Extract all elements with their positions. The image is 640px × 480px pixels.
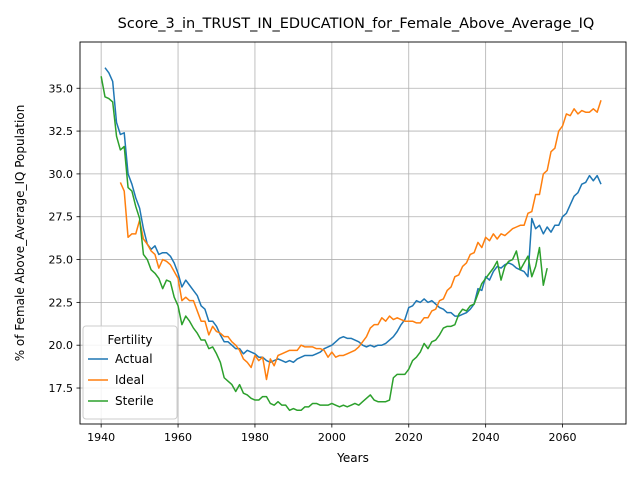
chart-title: Score_3_in_TRUST_IN_EDUCATION_for_Female… <box>118 16 595 32</box>
y-tick-label: 32.5 <box>49 125 74 138</box>
series-lines <box>100 67 602 412</box>
x-tick-label: 2000 <box>318 431 346 444</box>
y-tick-label: 17.5 <box>49 382 74 395</box>
y-tick-label: 27.5 <box>49 211 74 224</box>
x-tick-label: 2060 <box>549 431 577 444</box>
legend-label-actual: Actual <box>115 352 153 366</box>
y-tick-label: 20.0 <box>49 339 74 352</box>
x-tick-label: 1960 <box>164 431 192 444</box>
legend-label-sterile: Sterile <box>115 394 154 408</box>
legend-title: Fertility <box>107 333 152 347</box>
series-line-sterile <box>100 76 548 412</box>
x-tick-label: 2020 <box>395 431 423 444</box>
series-line-ideal <box>119 100 602 381</box>
legend-box <box>82 325 178 420</box>
y-tick-label: 30.0 <box>49 168 74 181</box>
y-tick-label: 35.0 <box>49 82 74 95</box>
legend-items: Actual Ideal Sterile <box>88 352 154 408</box>
legend: Fertility Actual Ideal Sterile <box>82 325 178 420</box>
y-tick-label: 22.5 <box>49 296 74 309</box>
y-tick-label: 25.0 <box>49 254 74 267</box>
series-line-actual <box>104 67 602 364</box>
x-tick-label: 2040 <box>472 431 500 444</box>
legend-label-ideal: Ideal <box>115 373 144 387</box>
y-axis-label: % of Female Above_Average_IQ Population <box>13 105 27 362</box>
x-tick-label: 1940 <box>87 431 115 444</box>
y-axis-ticks: 17.5 20.0 22.5 25.0 27.5 30.0 32.5 35.0 <box>49 82 80 395</box>
x-tick-label: 1980 <box>241 431 269 444</box>
x-axis-ticks: 1940 1960 1980 2000 2020 2040 2060 <box>87 424 577 444</box>
x-axis-label: Years <box>336 451 369 465</box>
plot-area-frame <box>79 41 627 425</box>
